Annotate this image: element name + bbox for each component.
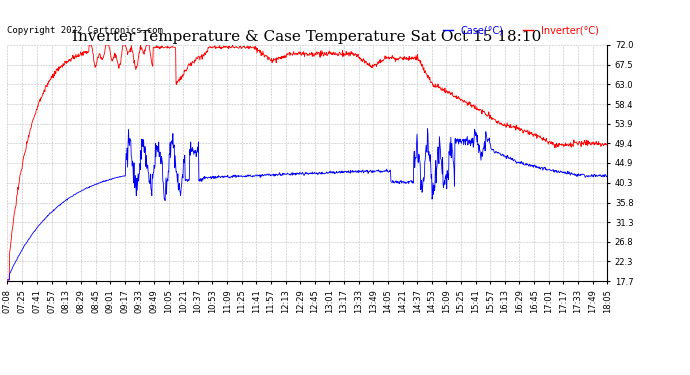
Title: Inverter Temperature & Case Temperature Sat Oct 15 18:10: Inverter Temperature & Case Temperature … — [72, 30, 542, 44]
Text: Copyright 2022 Cartronics.com: Copyright 2022 Cartronics.com — [7, 26, 163, 35]
Legend: Case(°C), Inverter(°C): Case(°C), Inverter(°C) — [440, 21, 602, 39]
